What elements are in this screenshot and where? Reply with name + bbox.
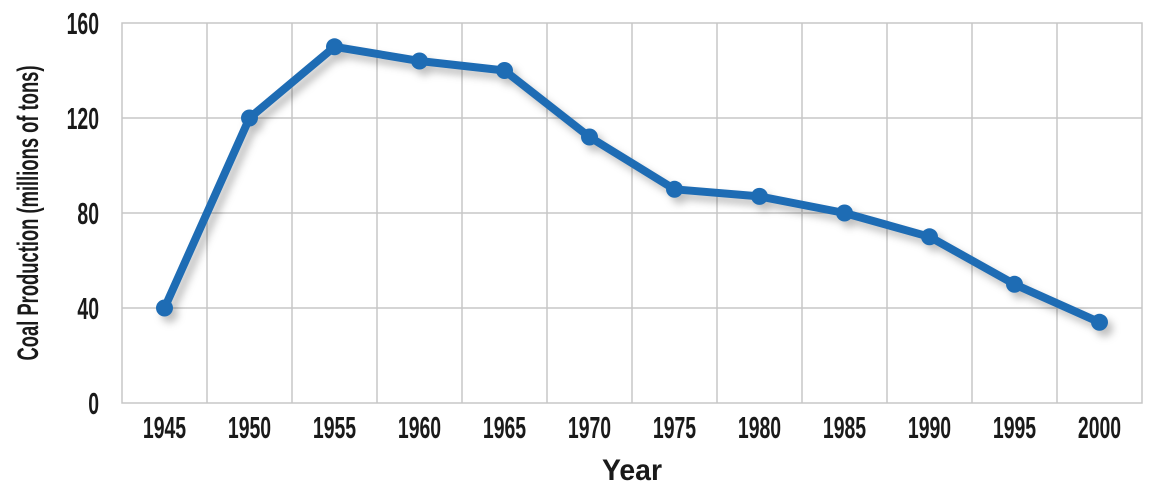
x-tick-label-1965: 1965 bbox=[483, 410, 526, 445]
series-coal-production bbox=[156, 38, 1108, 331]
gridlines bbox=[122, 23, 1142, 403]
data-point-2000 bbox=[1091, 313, 1108, 331]
y-tick-label-120: 120 bbox=[67, 101, 99, 136]
data-point-1960 bbox=[411, 52, 428, 70]
x-tick-label-2000: 2000 bbox=[1078, 410, 1121, 445]
x-tick-label-1945: 1945 bbox=[143, 410, 186, 445]
x-tick-label-1955: 1955 bbox=[313, 410, 356, 445]
data-point-1955 bbox=[326, 38, 343, 56]
x-tick-label-1970: 1970 bbox=[568, 410, 611, 445]
x-tick-label-1980: 1980 bbox=[738, 410, 781, 445]
data-point-1980 bbox=[751, 187, 768, 205]
data-point-1985 bbox=[836, 204, 853, 222]
x-tick-label-1990: 1990 bbox=[908, 410, 951, 445]
data-point-1990 bbox=[921, 228, 938, 246]
x-tick-label-1995: 1995 bbox=[993, 410, 1036, 445]
y-tick-label-40: 40 bbox=[77, 291, 99, 326]
y-tick-label-0: 0 bbox=[88, 386, 99, 421]
x-tick-label-1950: 1950 bbox=[228, 410, 271, 445]
data-point-1950 bbox=[241, 109, 258, 127]
x-axis-title: Year bbox=[602, 454, 662, 487]
y-tick-label-160: 160 bbox=[67, 6, 99, 41]
data-point-1965 bbox=[496, 62, 513, 79]
x-tick-label-1985: 1985 bbox=[823, 410, 866, 445]
y-axis-title: Coal Production (millions of tons) bbox=[12, 66, 45, 361]
plot-border bbox=[121, 22, 1143, 404]
data-point-1975 bbox=[666, 180, 683, 198]
x-tick-label-1960: 1960 bbox=[398, 410, 441, 445]
data-point-1970 bbox=[581, 128, 598, 146]
data-point-1995 bbox=[1006, 275, 1023, 293]
data-point-1945 bbox=[156, 299, 173, 317]
coal-production-line bbox=[160, 42, 1104, 327]
y-tick-label-80: 80 bbox=[77, 196, 99, 231]
x-tick-label-1975: 1975 bbox=[653, 410, 696, 445]
